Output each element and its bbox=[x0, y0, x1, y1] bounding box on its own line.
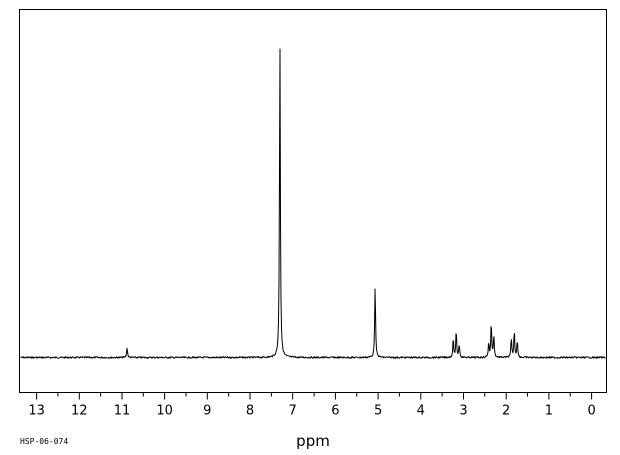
x-tick-label: 11 bbox=[114, 404, 131, 419]
peak-point-10 bbox=[514, 331, 515, 332]
peak-point-8 bbox=[493, 335, 494, 336]
peak-point-0 bbox=[127, 347, 128, 348]
peak-point-11 bbox=[517, 339, 518, 340]
x-tick-label: 3 bbox=[459, 404, 467, 419]
x-tick-label: 10 bbox=[156, 404, 173, 419]
x-tick-label: 8 bbox=[246, 404, 254, 419]
peak-point-5 bbox=[459, 344, 460, 345]
peak-point-3 bbox=[453, 339, 454, 340]
peak-point-7 bbox=[491, 322, 492, 323]
sample-code-label: HSP-06-074 bbox=[20, 437, 68, 446]
peak-point-2 bbox=[375, 286, 376, 287]
x-tick-label: 2 bbox=[502, 404, 510, 419]
x-tick-label: 6 bbox=[331, 404, 339, 419]
peak-point-1 bbox=[279, 39, 280, 40]
x-tick-label: 9 bbox=[203, 404, 211, 419]
x-tick-label: 1 bbox=[545, 404, 553, 419]
x-axis-label: ppm bbox=[296, 432, 330, 450]
x-axis: 13 12 11 10 9 8 7 6 5 4 3 2 1 0 bbox=[28, 392, 596, 419]
x-tick-label: 7 bbox=[289, 404, 297, 419]
x-tick-label: 5 bbox=[374, 404, 382, 419]
plot-frame bbox=[19, 9, 607, 393]
x-tick-label: 12 bbox=[71, 404, 88, 419]
peak-markers bbox=[127, 39, 518, 348]
peak-point-4 bbox=[456, 331, 457, 332]
peak-point-9 bbox=[511, 338, 512, 339]
x-tick-label: 4 bbox=[417, 404, 425, 419]
peak-point-6 bbox=[488, 343, 489, 344]
spectrum-trace bbox=[20, 48, 606, 359]
x-tick-label: 0 bbox=[587, 404, 595, 419]
x-tick-label: 13 bbox=[28, 404, 45, 419]
